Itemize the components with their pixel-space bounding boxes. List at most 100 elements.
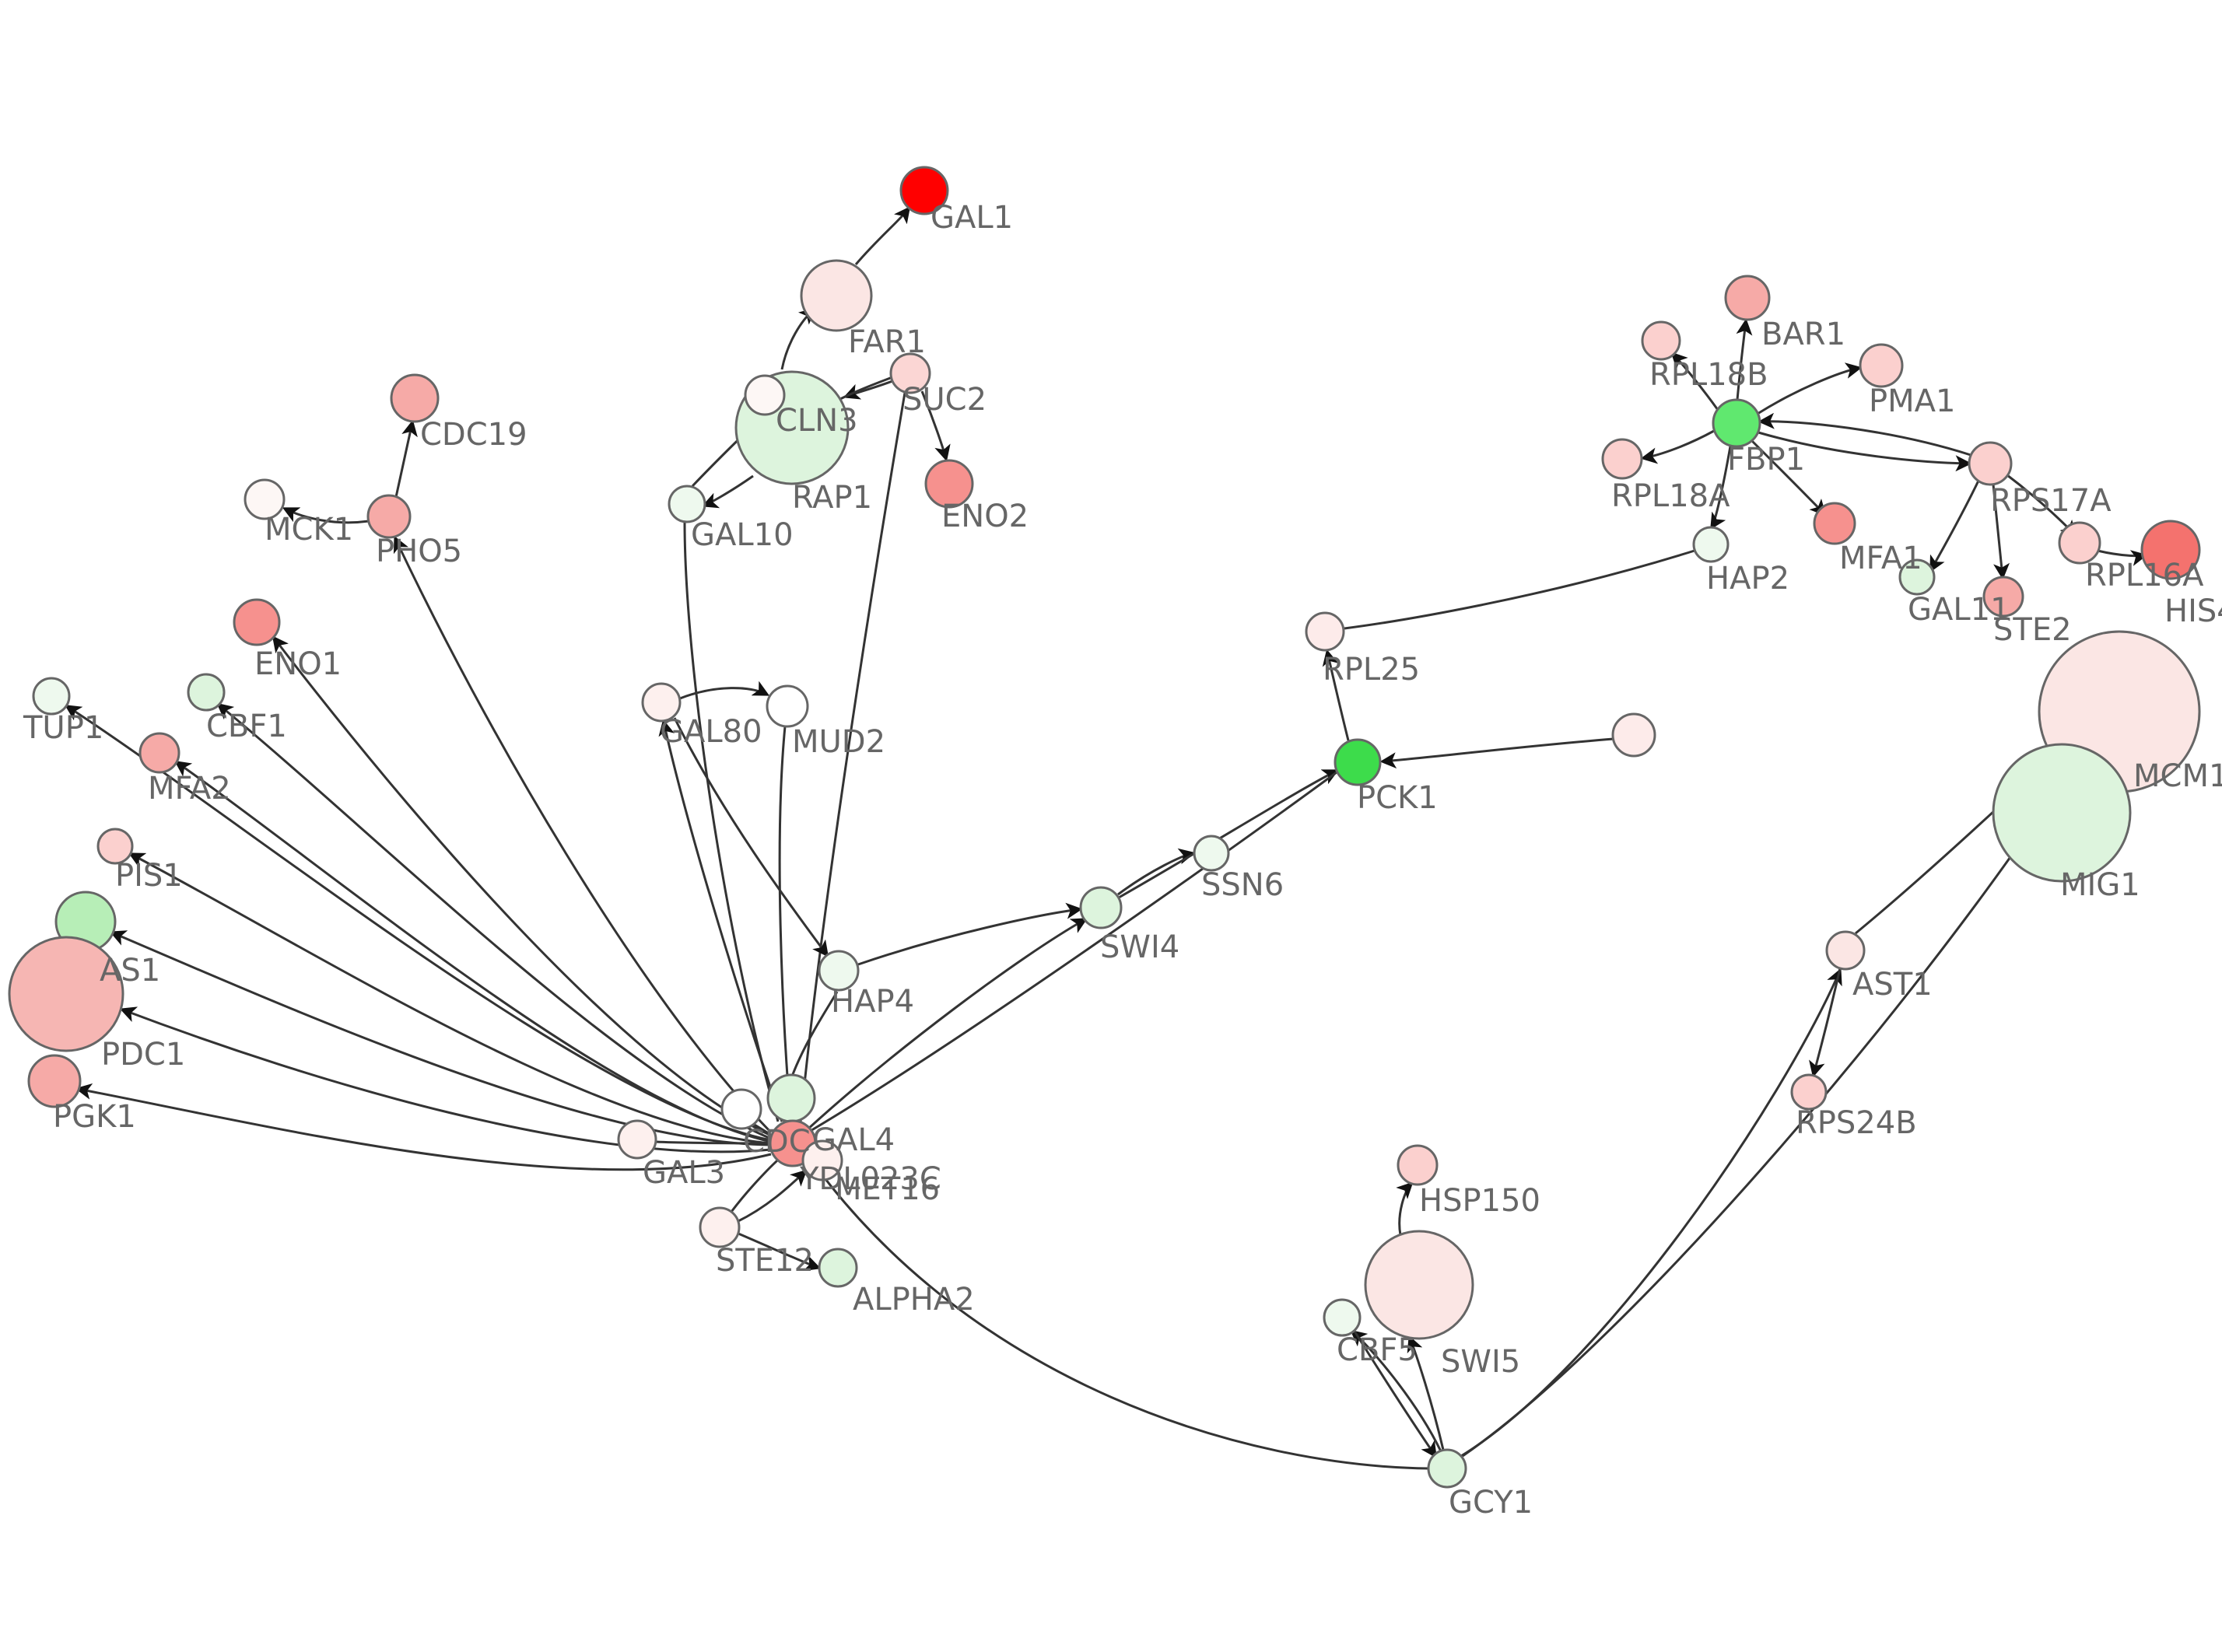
node-circle[interactable] xyxy=(1724,275,1771,321)
node-circle[interactable] xyxy=(1968,441,2013,486)
network-node-pis1[interactable] xyxy=(96,828,134,865)
network-node-eno2[interactable] xyxy=(924,459,974,509)
network-node-gcy1[interactable] xyxy=(1427,1448,1467,1489)
node-circle[interactable] xyxy=(720,1088,762,1130)
node-circle[interactable] xyxy=(699,1206,741,1248)
network-node-met16[interactable] xyxy=(766,1073,816,1123)
node-circle[interactable] xyxy=(818,1248,858,1288)
node-circle[interactable] xyxy=(2058,521,2101,565)
network-node[interactable] xyxy=(1611,712,1656,758)
node-circle[interactable] xyxy=(187,673,226,712)
node-circle[interactable] xyxy=(766,684,809,728)
network-node-his4[interactable] xyxy=(2140,520,2201,580)
node-circle[interactable] xyxy=(766,1073,816,1123)
node-circle[interactable] xyxy=(1305,611,1345,652)
network-node-rap1[interactable] xyxy=(744,374,786,416)
node-circle[interactable] xyxy=(641,682,682,723)
network-node-pdc1[interactable] xyxy=(8,936,124,1052)
network-node-pma1[interactable] xyxy=(1859,343,1904,388)
network-node-gal1[interactable] xyxy=(899,166,949,215)
network-node-mck1[interactable] xyxy=(244,478,286,520)
network-edge xyxy=(1117,848,1196,896)
node-circle[interactable] xyxy=(1334,738,1382,786)
network-node-hap2[interactable] xyxy=(1692,526,1730,563)
node-circle[interactable] xyxy=(800,259,873,332)
node-circle[interactable] xyxy=(390,373,440,423)
node-circle[interactable] xyxy=(1813,502,1856,545)
network-node-pgk1[interactable] xyxy=(27,1054,82,1108)
node-circle[interactable] xyxy=(1859,343,1904,388)
network-node-alpha2[interactable] xyxy=(818,1248,858,1288)
node-circle[interactable] xyxy=(899,166,949,215)
node-circle[interactable] xyxy=(233,598,281,646)
network-node-fbp1[interactable] xyxy=(1712,398,1761,448)
network-node-pck1[interactable] xyxy=(1334,738,1382,786)
network-node-mfa1[interactable] xyxy=(1813,502,1856,545)
network-node-rpl16a[interactable] xyxy=(2058,521,2101,565)
network-node-gal3[interactable] xyxy=(617,1119,657,1160)
network-node-suc2[interactable] xyxy=(889,352,931,394)
node-circle[interactable] xyxy=(1712,398,1761,448)
node-circle[interactable] xyxy=(96,828,134,865)
node-circle[interactable] xyxy=(244,478,286,520)
network-node-bar1[interactable] xyxy=(1724,275,1771,321)
node-circle[interactable] xyxy=(32,677,71,716)
network-node-cdc[interactable] xyxy=(720,1088,762,1130)
node-circle[interactable] xyxy=(366,494,412,539)
node-circle[interactable] xyxy=(889,352,931,394)
network-node-eno1[interactable] xyxy=(233,598,281,646)
node-circle[interactable] xyxy=(8,936,124,1052)
network-node-ste12[interactable] xyxy=(699,1206,741,1248)
network-node-hap4[interactable] xyxy=(818,950,860,992)
network-node-rps24b[interactable] xyxy=(1790,1073,1828,1111)
network-node-gal11[interactable] xyxy=(1898,558,1936,596)
network-node-swi5[interactable] xyxy=(1364,1230,1474,1340)
network-node-rpl18a[interactable] xyxy=(1601,438,1643,480)
node-circle[interactable] xyxy=(1079,886,1123,929)
network-node-gal80[interactable] xyxy=(641,682,682,723)
node-circle[interactable] xyxy=(617,1119,657,1160)
node-circle[interactable] xyxy=(818,950,860,992)
network-node-ssn6[interactable] xyxy=(1193,835,1230,872)
node-circle[interactable] xyxy=(1982,576,2024,618)
network-node-cdc19[interactable] xyxy=(390,373,440,423)
network-node-cbf1[interactable] xyxy=(187,673,226,712)
network-node-rps17a[interactable] xyxy=(1968,441,2013,486)
network-node-gal10[interactable] xyxy=(668,485,706,523)
node-circle[interactable] xyxy=(1323,1298,1362,1337)
network-node-ste2[interactable] xyxy=(1982,576,2024,618)
node-circle[interactable] xyxy=(1364,1230,1474,1340)
node-circle[interactable] xyxy=(27,1054,82,1108)
network-node-pho5[interactable] xyxy=(366,494,412,539)
node-circle[interactable] xyxy=(924,459,974,509)
network-node-mfa2[interactable] xyxy=(138,732,180,774)
network-node-mud2[interactable] xyxy=(766,684,809,728)
network-node-rpl18b[interactable] xyxy=(1641,320,1681,361)
network-node-mig1[interactable] xyxy=(1992,743,2132,883)
node-circle[interactable] xyxy=(1825,930,1866,971)
node-circle[interactable] xyxy=(1601,438,1643,480)
node-circle[interactable] xyxy=(2140,520,2201,580)
node-label-rap1: RAP1 xyxy=(792,480,872,516)
node-circle[interactable] xyxy=(1641,320,1681,361)
node-circle[interactable] xyxy=(1193,835,1230,872)
network-node-hsp150[interactable] xyxy=(1397,1144,1439,1186)
network-node-swi4[interactable] xyxy=(1079,886,1123,929)
node-circle[interactable] xyxy=(801,1139,843,1181)
node-circle[interactable] xyxy=(1898,558,1936,596)
network-node-tup1[interactable] xyxy=(32,677,71,716)
node-circle[interactable] xyxy=(138,732,180,774)
node-circle[interactable] xyxy=(1692,526,1730,563)
node-circle[interactable] xyxy=(668,485,706,523)
network-node-rpl25[interactable] xyxy=(1305,611,1345,652)
network-node-ydl023c[interactable] xyxy=(801,1139,843,1181)
network-node-ast1[interactable] xyxy=(1825,930,1866,971)
node-circle[interactable] xyxy=(1427,1448,1467,1489)
node-circle[interactable] xyxy=(1397,1144,1439,1186)
node-circle[interactable] xyxy=(1992,743,2132,883)
network-node-far1[interactable] xyxy=(800,259,873,332)
node-circle[interactable] xyxy=(1790,1073,1828,1111)
node-circle[interactable] xyxy=(744,374,786,416)
network-node-cbf5[interactable] xyxy=(1323,1298,1362,1337)
node-label-rpl16a: RPL16A xyxy=(2085,558,2204,593)
